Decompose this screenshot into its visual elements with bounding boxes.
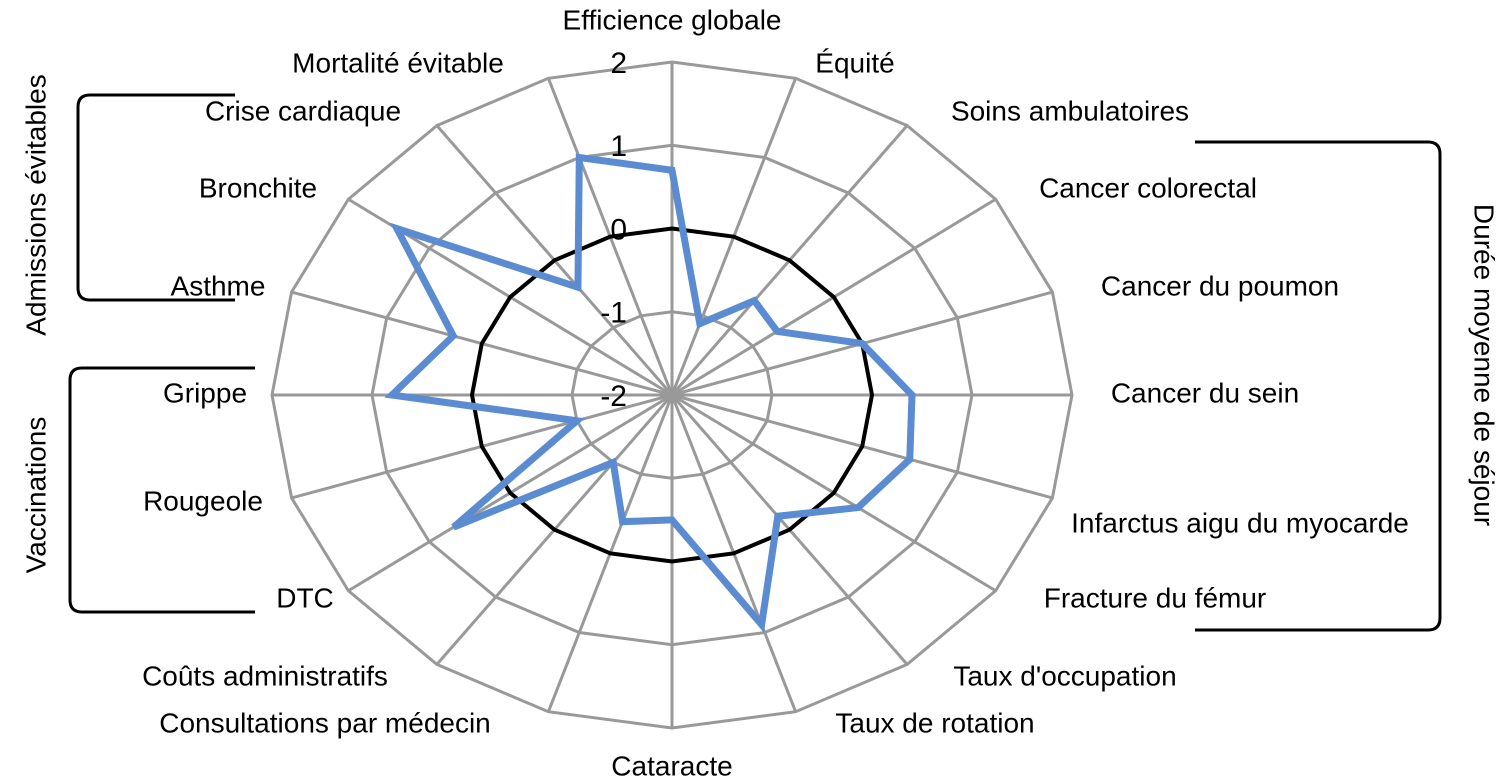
category-label: Coûts administratifs — [142, 660, 388, 691]
bracket — [76, 93, 235, 302]
category-label: Équité — [815, 47, 894, 78]
category-label: Efficience globale — [563, 4, 782, 35]
category-label: DTC — [276, 582, 334, 613]
annotation: Durée moyenne de séjour — [1469, 204, 1500, 526]
category-label: Fracture du fémur — [1044, 582, 1267, 613]
series-line — [469, 226, 875, 564]
y-tick-label: 0 — [610, 213, 627, 246]
bracket — [1195, 140, 1442, 632]
brackets — [68, 93, 1442, 632]
annotation: Admissions évitables — [20, 74, 51, 335]
category-label: Crise cardiaque — [205, 95, 401, 126]
category-label: Infarctus aigu du myocarde — [1071, 507, 1409, 538]
category-label: Cancer colorectal — [1039, 172, 1257, 203]
bracket — [68, 366, 255, 614]
category-label: Cancer du poumon — [1101, 270, 1339, 301]
category-label: Bronchite — [199, 172, 317, 203]
category-label: Cataracte — [611, 750, 732, 781]
y-tick-label: 1 — [610, 130, 627, 163]
y-tick-label: -1 — [600, 297, 627, 330]
category-label: Mortalité évitable — [292, 47, 504, 78]
category-label: Rougeole — [143, 485, 263, 516]
category-label: Consultations par médecin — [159, 707, 491, 738]
category-label: Cancer du sein — [1111, 377, 1299, 408]
category-label: Soins ambulatoires — [951, 95, 1189, 126]
category-label: Taux de rotation — [835, 707, 1034, 738]
y-tick-label: -2 — [600, 380, 627, 413]
annotation: Vaccinations — [20, 417, 51, 574]
category-label: Asthme — [171, 270, 266, 301]
series-line — [384, 153, 916, 633]
category-label: Grippe — [163, 377, 247, 408]
y-tick-label: 2 — [610, 47, 627, 80]
category-label: Taux d'occupation — [953, 660, 1176, 691]
